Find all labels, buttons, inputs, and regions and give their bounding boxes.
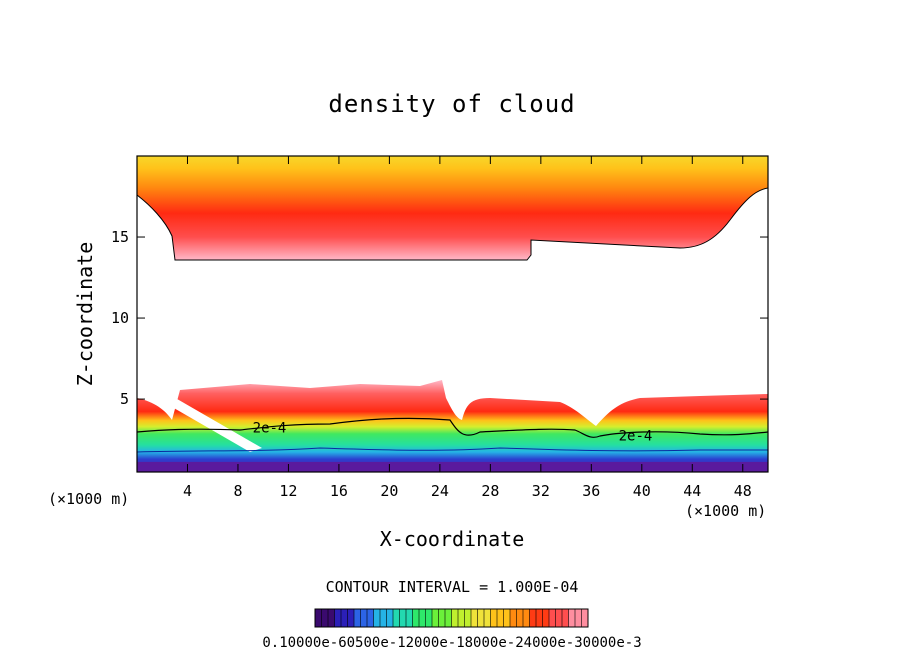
colorbar-swatch: [510, 609, 517, 627]
x-unit-left: (×1000 m): [48, 490, 129, 508]
x-tick-label: 24: [431, 482, 449, 500]
x-tick-label: 40: [633, 482, 651, 500]
x-tick-label: 20: [380, 482, 398, 500]
x-tick-label: 12: [279, 482, 297, 500]
colorbar-swatch: [393, 609, 400, 627]
y-tick-label: 10: [111, 309, 129, 327]
x-tick-label: 36: [582, 482, 600, 500]
colorbar-swatch: [516, 609, 524, 627]
upper-cloud-outline: [137, 187, 768, 261]
colorbar-swatch: [367, 609, 374, 627]
x-tick-label: 4: [183, 482, 192, 500]
contour-line-2e-4: [137, 417, 768, 438]
colorbar: [314, 608, 589, 628]
colorbar-swatch: [490, 609, 498, 627]
x-tick-label: 8: [233, 482, 242, 500]
colorbar-swatch: [354, 609, 361, 627]
colorbar-swatch: [477, 609, 485, 627]
contour-labels: 2e-4 2e-4: [253, 420, 653, 445]
colorbar-swatch: [484, 609, 491, 627]
colorbar-swatch: [321, 609, 329, 627]
lower-cloud-clearing: [160, 392, 262, 452]
colorbar-swatch: [581, 609, 589, 627]
colorbar-swatch: [503, 609, 511, 627]
y-axis-ticks: 5 10 15: [111, 228, 768, 408]
colorbar-swatch: [373, 609, 381, 627]
colorbar-swatch: [386, 609, 394, 627]
colorbar-swatch: [445, 609, 452, 627]
y-axis-title: Z-coordinate: [73, 242, 97, 387]
colorbar-swatch: [458, 609, 465, 627]
colorbar-swatch: [347, 609, 355, 627]
y-tick-label: 5: [120, 390, 129, 408]
x-unit-right: (×1000 m): [685, 502, 766, 520]
colorbar-swatch: [464, 609, 472, 627]
colorbar-swatch: [334, 609, 342, 627]
x-tick-label: 48: [734, 482, 752, 500]
colorbar-swatch: [412, 609, 420, 627]
contour-line-low: [137, 447, 768, 453]
plot-frame: [136, 155, 769, 473]
colorbar-swatch: [497, 609, 504, 627]
x-tick-label: 44: [683, 482, 701, 500]
lower-cloud-layer: [137, 380, 768, 470]
x-tick-label: 28: [481, 482, 499, 500]
x-axis-title: X-coordinate: [380, 527, 525, 551]
plot-field: [137, 156, 768, 472]
contour-label: 2e-4: [619, 429, 653, 445]
contour-interval-label: CONTOUR INTERVAL = 1.000E-04: [326, 578, 579, 596]
contour-label: 2e-4: [253, 420, 287, 436]
lower-cloud-base: [137, 462, 768, 472]
colorbar-swatch: [425, 609, 433, 627]
colorbar-swatch: [438, 609, 446, 627]
colorbar-swatch: [568, 609, 576, 627]
colorbar-swatch: [406, 609, 413, 627]
chart-title: density of cloud: [328, 90, 575, 118]
colorbar-swatch: [562, 609, 569, 627]
colorbar-swatch: [328, 609, 335, 627]
colorbar-swatch: [451, 609, 459, 627]
colorbar-swatch: [555, 609, 563, 627]
x-tick-label: 16: [330, 482, 348, 500]
colorbar-swatch: [360, 609, 368, 627]
colorbar-swatch: [575, 609, 582, 627]
colorbar-swatch: [542, 609, 550, 627]
colorbar-swatch: [315, 609, 322, 627]
colorbar-swatch: [536, 609, 543, 627]
colorbar-swatch: [399, 609, 407, 627]
colorbar-swatch: [432, 609, 439, 627]
colorbar-swatch: [341, 609, 348, 627]
x-axis-ticks: 4 8 12 16 20 24 28 32 36 40 44 48: [183, 156, 752, 500]
colorbar-swatch: [529, 609, 537, 627]
upper-cloud-layer: [137, 156, 768, 260]
colorbar-swatch: [549, 609, 556, 627]
colorbar-swatch: [523, 609, 530, 627]
y-tick-label: 15: [111, 228, 129, 246]
colorbar-swatch: [380, 609, 387, 627]
colorbar-labels: 0.10000e-60500e-12000e-18000e-24000e-300…: [262, 635, 641, 651]
colorbar-frame: [314, 608, 589, 628]
x-tick-label: 32: [532, 482, 550, 500]
colorbar-swatch: [471, 609, 478, 627]
colorbar-swatch: [419, 609, 426, 627]
